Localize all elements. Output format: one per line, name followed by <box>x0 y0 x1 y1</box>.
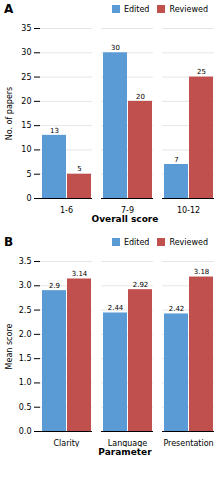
svg-text:20: 20 <box>21 97 31 106</box>
svg-text:7-9: 7-9 <box>121 206 134 214</box>
svg-text:30: 30 <box>21 48 31 57</box>
svg-text:5: 5 <box>77 165 81 173</box>
svg-text:20: 20 <box>136 93 145 101</box>
svg-text:1.5: 1.5 <box>19 354 32 363</box>
svg-text:2.92: 2.92 <box>133 281 149 289</box>
svg-text:5: 5 <box>26 170 31 179</box>
html-text:Edited: Edited <box>124 237 150 247</box>
svg-text:0: 0 <box>26 194 31 203</box>
svg-text:Language: Language <box>108 439 148 447</box>
html-text:Overall score: Overall score <box>91 214 159 224</box>
svg-text:Presentation: Presentation <box>163 439 213 447</box>
html-text:Reviewed: Reviewed <box>169 4 208 14</box>
html-text:A: A <box>4 2 14 16</box>
svg-text:0.5: 0.5 <box>19 403 32 412</box>
svg-text:3.14: 3.14 <box>72 270 88 278</box>
html-text:Reviewed: Reviewed <box>169 237 208 247</box>
svg-text:2.0: 2.0 <box>19 330 32 339</box>
svg-text:10-12: 10-12 <box>177 206 200 214</box>
html-text:B: B <box>4 235 14 249</box>
svg-text:1-6: 1-6 <box>60 206 73 214</box>
svg-text:7: 7 <box>174 156 178 164</box>
svg-text:35: 35 <box>21 24 31 33</box>
svg-text:No. of papers: No. of papers <box>5 87 14 141</box>
svg-text:25: 25 <box>197 68 206 76</box>
svg-text:1.0: 1.0 <box>19 378 32 387</box>
svg-text:2.5: 2.5 <box>19 306 32 315</box>
svg-text:25: 25 <box>21 73 31 82</box>
svg-text:3.18: 3.18 <box>194 268 210 276</box>
svg-text:30: 30 <box>111 44 120 52</box>
html-text:Parameter: Parameter <box>98 447 152 457</box>
svg-text:13: 13 <box>50 127 59 135</box>
svg-text:10: 10 <box>21 145 31 154</box>
svg-text:Clarity: Clarity <box>53 439 79 447</box>
svg-text:15: 15 <box>21 121 31 130</box>
svg-text:0.0: 0.0 <box>19 427 32 436</box>
html-text:Edited: Edited <box>124 4 150 14</box>
svg-text:2.9: 2.9 <box>49 282 60 290</box>
svg-text:Mean score: Mean score <box>5 324 14 370</box>
svg-text:2.44: 2.44 <box>108 304 124 312</box>
svg-text:3.5: 3.5 <box>19 257 32 266</box>
svg-text:2.42: 2.42 <box>169 305 185 313</box>
svg-text:3.0: 3.0 <box>19 281 32 290</box>
